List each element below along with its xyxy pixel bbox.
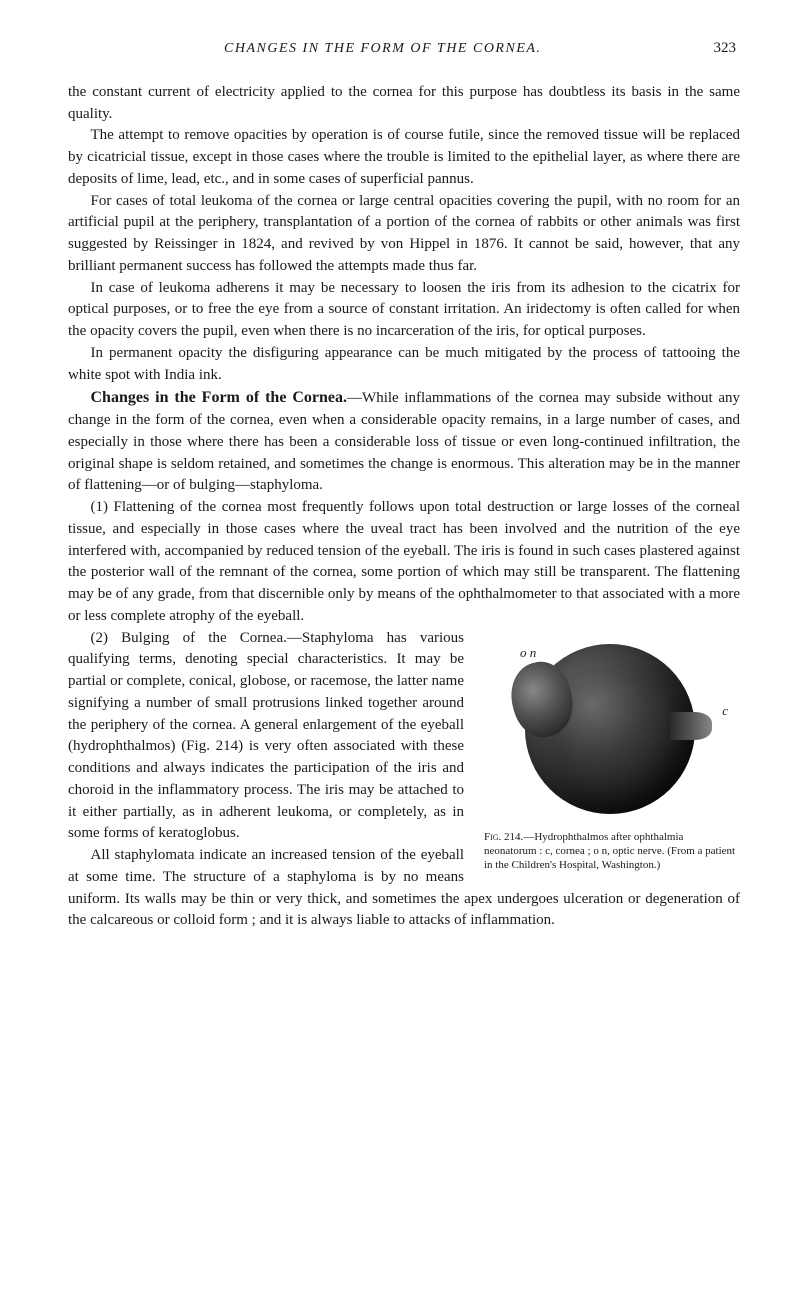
optic-nerve-shape — [670, 712, 712, 740]
figure-image: o n c — [490, 634, 730, 824]
body-paragraph: The attempt to remove opacities by opera… — [68, 125, 740, 190]
section-paragraph: Changes in the Form of the Cornea.—While… — [68, 386, 740, 497]
running-title: CHANGES IN THE FORM OF THE CORNEA. — [72, 39, 694, 59]
figure-label-on: o n — [520, 644, 536, 663]
body-paragraph: the constant current of electricity appl… — [68, 82, 740, 126]
body-paragraph: For cases of total leukoma of the cornea… — [68, 191, 740, 278]
figure-214: o n c Fig. 214.—Hydrophthalmos after oph… — [480, 634, 740, 873]
body-paragraph: In case of leukoma adherens it may be ne… — [68, 278, 740, 343]
figure-label-c: c — [722, 702, 728, 721]
page-number: 323 — [714, 38, 737, 60]
body-paragraph: (1) Flattening of the cornea most freque… — [68, 497, 740, 628]
body-paragraph: In permanent opacity the disfiguring app… — [68, 343, 740, 387]
figure-text-wrap: o n c Fig. 214.—Hydrophthalmos after oph… — [68, 628, 740, 933]
section-heading: Changes in the Form of the Cornea. — [91, 389, 348, 406]
figure-caption-lead: Fig. 214. — [484, 831, 523, 843]
figure-caption: Fig. 214.—Hydrophthalmos after ophthal­m… — [480, 830, 740, 873]
page-header: CHANGES IN THE FORM OF THE CORNEA. 323 — [68, 38, 740, 60]
